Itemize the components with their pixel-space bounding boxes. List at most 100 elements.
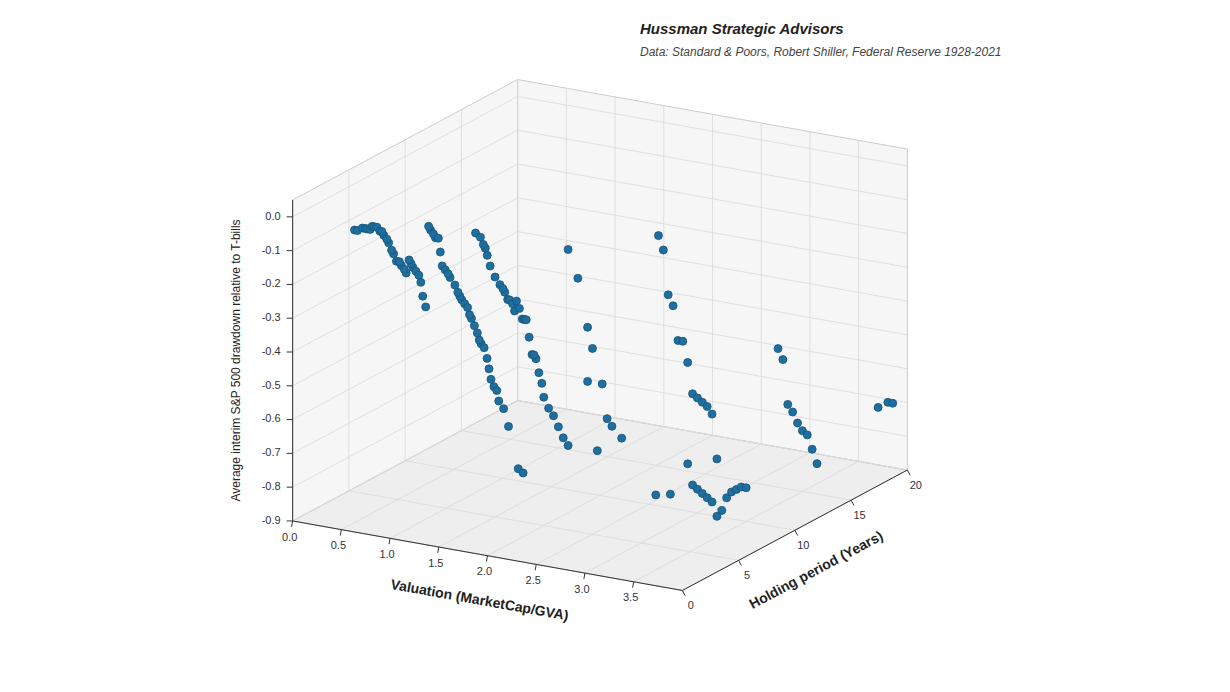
tick-label: 0.0: [265, 210, 280, 222]
grid-line-x: [517, 80, 518, 401]
grid-line-z: [293, 401, 518, 521]
pane-wall-y: [518, 80, 908, 471]
axes: 0.00.51.01.52.02.53.03.5Valuation (Marke…: [229, 200, 922, 623]
point: [874, 403, 882, 411]
point: [593, 447, 601, 455]
point: [666, 490, 674, 498]
tick-label: 0.0: [282, 531, 297, 543]
grid-line-x: [858, 140, 859, 461]
axis-line: [293, 521, 683, 591]
tick-label: 1.5: [428, 557, 443, 569]
tick: [795, 530, 798, 535]
point: [522, 316, 530, 324]
grid-line-x: [663, 106, 664, 427]
titles: Hussman Strategic AdvisorsData: Standard…: [640, 20, 1002, 59]
y-axis: 0 5 10 15 20 Holding period (Years): [682, 470, 922, 612]
point: [703, 402, 711, 410]
grid-line-z: [293, 265, 518, 385]
grid-line-z: [293, 367, 518, 487]
grid-line-z: [518, 333, 908, 403]
point: [464, 304, 472, 312]
point: [434, 234, 442, 242]
point: [659, 246, 667, 254]
point: [495, 397, 503, 405]
point: [419, 292, 427, 300]
tick-label: -0.7: [262, 446, 281, 458]
grid-line-x: [712, 114, 713, 435]
tick-label: -0.3: [262, 311, 281, 323]
tick: [287, 453, 293, 454]
point: [405, 256, 413, 264]
point: [444, 270, 452, 278]
chart: 0.00.51.01.52.02.53.03.5Valuation (Marke…: [0, 0, 1230, 692]
grid-line-y: [349, 491, 739, 561]
grid-line-z: [518, 367, 908, 437]
point: [422, 303, 430, 311]
point: [664, 291, 672, 299]
tick: [486, 556, 487, 562]
point: [784, 400, 792, 408]
point: [608, 422, 616, 430]
grid-line-y: [293, 521, 683, 591]
tick-label: -0.2: [262, 277, 281, 289]
point: [515, 304, 523, 312]
axis-title: Valuation (MarketCap/GVA): [390, 576, 570, 623]
point: [476, 233, 484, 241]
grid-line-z: [293, 198, 518, 318]
tick: [633, 582, 634, 588]
grid-line-z: [518, 96, 908, 166]
point: [493, 387, 501, 395]
point: [713, 455, 721, 463]
point: [473, 329, 481, 337]
point: [519, 469, 527, 477]
axis-title: Average interim S&P 500 drawdown relativ…: [229, 219, 243, 501]
grid-line-z: [293, 299, 518, 419]
point: [813, 460, 821, 468]
point: [530, 351, 538, 359]
point: [564, 441, 572, 449]
grid-line-y: [517, 80, 518, 401]
point: [451, 281, 459, 289]
point: [559, 434, 567, 442]
tick-label: -0.1: [262, 244, 281, 256]
tick: [287, 487, 293, 488]
point: [504, 422, 512, 430]
tick-label: 15: [853, 509, 865, 521]
point: [479, 241, 487, 249]
x-axis: 0.00.51.01.52.02.53.03.5Valuation (Marke…: [282, 521, 682, 623]
tick-label: -0.5: [262, 379, 281, 391]
axis-title: Holding period (Years): [746, 527, 885, 612]
tick-label: 5: [744, 569, 750, 581]
point: [425, 222, 433, 230]
tick: [584, 573, 585, 579]
grid-line-z: [518, 130, 908, 200]
point: [545, 404, 553, 412]
point: [574, 274, 582, 282]
point: [486, 262, 494, 270]
tick-label: -0.6: [262, 412, 281, 424]
point: [483, 354, 491, 362]
tick-label: 20: [910, 479, 922, 491]
tick-label: 0: [688, 599, 694, 611]
tick-label: -0.4: [262, 345, 281, 357]
tick-label: -0.8: [262, 480, 281, 492]
point: [388, 246, 396, 254]
point: [415, 271, 423, 279]
point: [652, 491, 660, 499]
tick: [535, 564, 536, 570]
tick: [287, 419, 293, 420]
point: [400, 265, 408, 273]
tick-label: 10: [797, 539, 809, 551]
grid: [293, 80, 908, 591]
point: [808, 445, 816, 453]
tick: [287, 216, 293, 217]
point: [564, 246, 572, 254]
grid-line-z: [293, 130, 518, 250]
point: [378, 227, 386, 235]
point: [794, 419, 802, 427]
grid-line-z: [518, 299, 908, 369]
point: [684, 460, 692, 468]
point: [491, 273, 499, 281]
point: [684, 358, 692, 366]
tick: [287, 352, 293, 353]
